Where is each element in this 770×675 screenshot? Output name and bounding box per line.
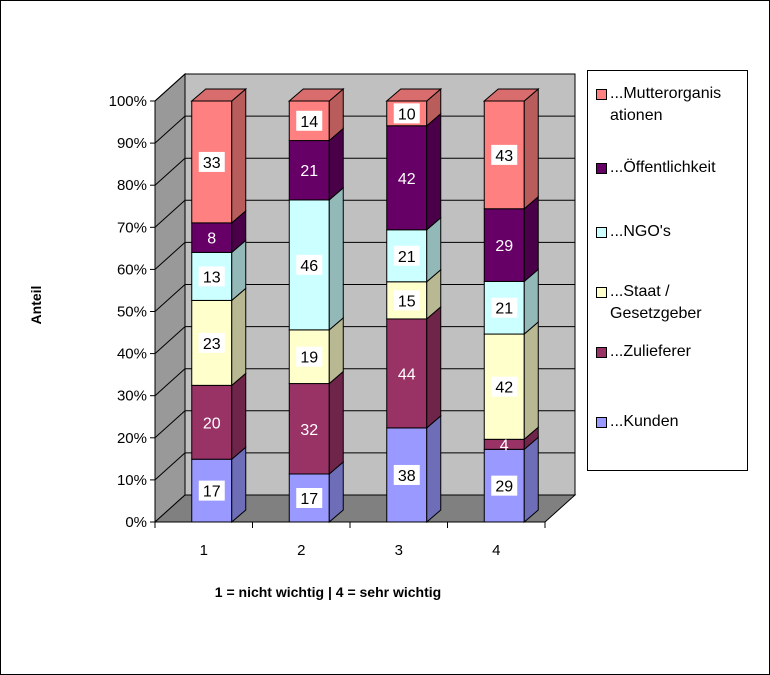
data-label: 8 bbox=[207, 231, 216, 248]
y-tick-label: 60% bbox=[117, 261, 147, 278]
legend-swatch bbox=[596, 417, 607, 428]
data-label: 32 bbox=[300, 422, 318, 439]
legend-swatch bbox=[596, 347, 607, 358]
y-axis-title: Anteil bbox=[28, 286, 44, 325]
legend: ...Mutterorganis ationen ...Öffentlichkei… bbox=[587, 70, 748, 471]
x-axis-title: 1 = nicht wichtig | 4 = sehr wichtig bbox=[215, 584, 441, 600]
y-tick-label: 20% bbox=[117, 430, 147, 447]
bar-side bbox=[329, 372, 343, 474]
legend-item: ...NGO's bbox=[596, 221, 746, 243]
bar-side bbox=[524, 322, 538, 439]
data-label: 29 bbox=[495, 479, 513, 496]
legend-label: ...Zulieferer bbox=[610, 341, 746, 363]
data-label: 38 bbox=[398, 468, 416, 485]
data-label: 20 bbox=[203, 415, 221, 432]
y-tick-label: 50% bbox=[117, 304, 147, 321]
legend-item: ...Kunden bbox=[596, 411, 746, 433]
legend-label: ...Öffentlichkeit bbox=[610, 157, 746, 179]
data-label: 21 bbox=[398, 249, 416, 266]
legend-swatch bbox=[596, 163, 607, 174]
data-label: 4 bbox=[500, 437, 509, 454]
legend-label: ...NGO's bbox=[610, 221, 746, 243]
legend-item: ...Staat / Gesetzgeber bbox=[596, 281, 746, 325]
data-label: 10 bbox=[398, 106, 416, 123]
data-label: 42 bbox=[495, 380, 513, 397]
legend-swatch bbox=[596, 89, 607, 100]
data-label: 15 bbox=[398, 293, 416, 310]
legend-item: ...Öffentlichkeit bbox=[596, 157, 746, 179]
data-label: 33 bbox=[203, 155, 221, 172]
bar-side bbox=[329, 188, 343, 330]
bar-side bbox=[232, 288, 246, 385]
legend-item: ...Mutterorganis ationen bbox=[596, 83, 746, 127]
data-label: 43 bbox=[495, 148, 513, 165]
y-tick-label: 90% bbox=[117, 135, 147, 152]
y-axis: 0% 10% 20% 30% 40% 50% 60% 70% 80% 90% 100% bbox=[109, 93, 155, 531]
legend-label: ...Staat / Gesetzgeber bbox=[610, 281, 746, 325]
x-axis: 1 2 3 4 bbox=[155, 522, 545, 559]
bar-side bbox=[232, 447, 246, 522]
bar-side bbox=[427, 114, 441, 230]
x-tick-label: 3 bbox=[395, 542, 403, 559]
bar-side bbox=[524, 437, 538, 522]
bar-side bbox=[427, 416, 441, 522]
data-label: 29 bbox=[495, 238, 513, 255]
data-label: 23 bbox=[203, 336, 221, 353]
bar-side bbox=[524, 89, 538, 209]
y-tick-label: 30% bbox=[117, 388, 147, 405]
data-label: 14 bbox=[300, 114, 318, 131]
bar-side bbox=[524, 197, 538, 282]
legend-swatch bbox=[596, 227, 607, 238]
data-label: 42 bbox=[398, 171, 416, 188]
y-tick-label: 100% bbox=[109, 93, 147, 110]
bar-side bbox=[427, 307, 441, 428]
legend-item: ...Zulieferer bbox=[596, 341, 746, 363]
data-label: 21 bbox=[495, 301, 513, 318]
data-label: 17 bbox=[203, 484, 221, 501]
legend-label: ...Kunden bbox=[610, 411, 746, 433]
y-tick-label: 10% bbox=[117, 472, 147, 489]
data-label: 19 bbox=[300, 350, 318, 367]
y-tick-label: 70% bbox=[117, 219, 147, 236]
legend-label: ...Mutterorganis ationen bbox=[610, 83, 746, 127]
y-tick-label: 40% bbox=[117, 346, 147, 363]
y-tick-label: 80% bbox=[117, 177, 147, 194]
x-tick-label: 1 bbox=[200, 542, 208, 559]
bar-side bbox=[232, 373, 246, 459]
y-tick-label: 0% bbox=[125, 514, 147, 531]
data-label: 13 bbox=[203, 269, 221, 286]
data-label: 46 bbox=[300, 258, 318, 275]
data-label: 44 bbox=[398, 366, 416, 383]
data-label: 21 bbox=[300, 163, 318, 180]
x-tick-label: 2 bbox=[297, 542, 305, 559]
data-label: 17 bbox=[300, 491, 318, 508]
legend-swatch bbox=[596, 287, 607, 298]
bar-side bbox=[232, 89, 246, 223]
x-tick-label: 4 bbox=[492, 542, 500, 559]
